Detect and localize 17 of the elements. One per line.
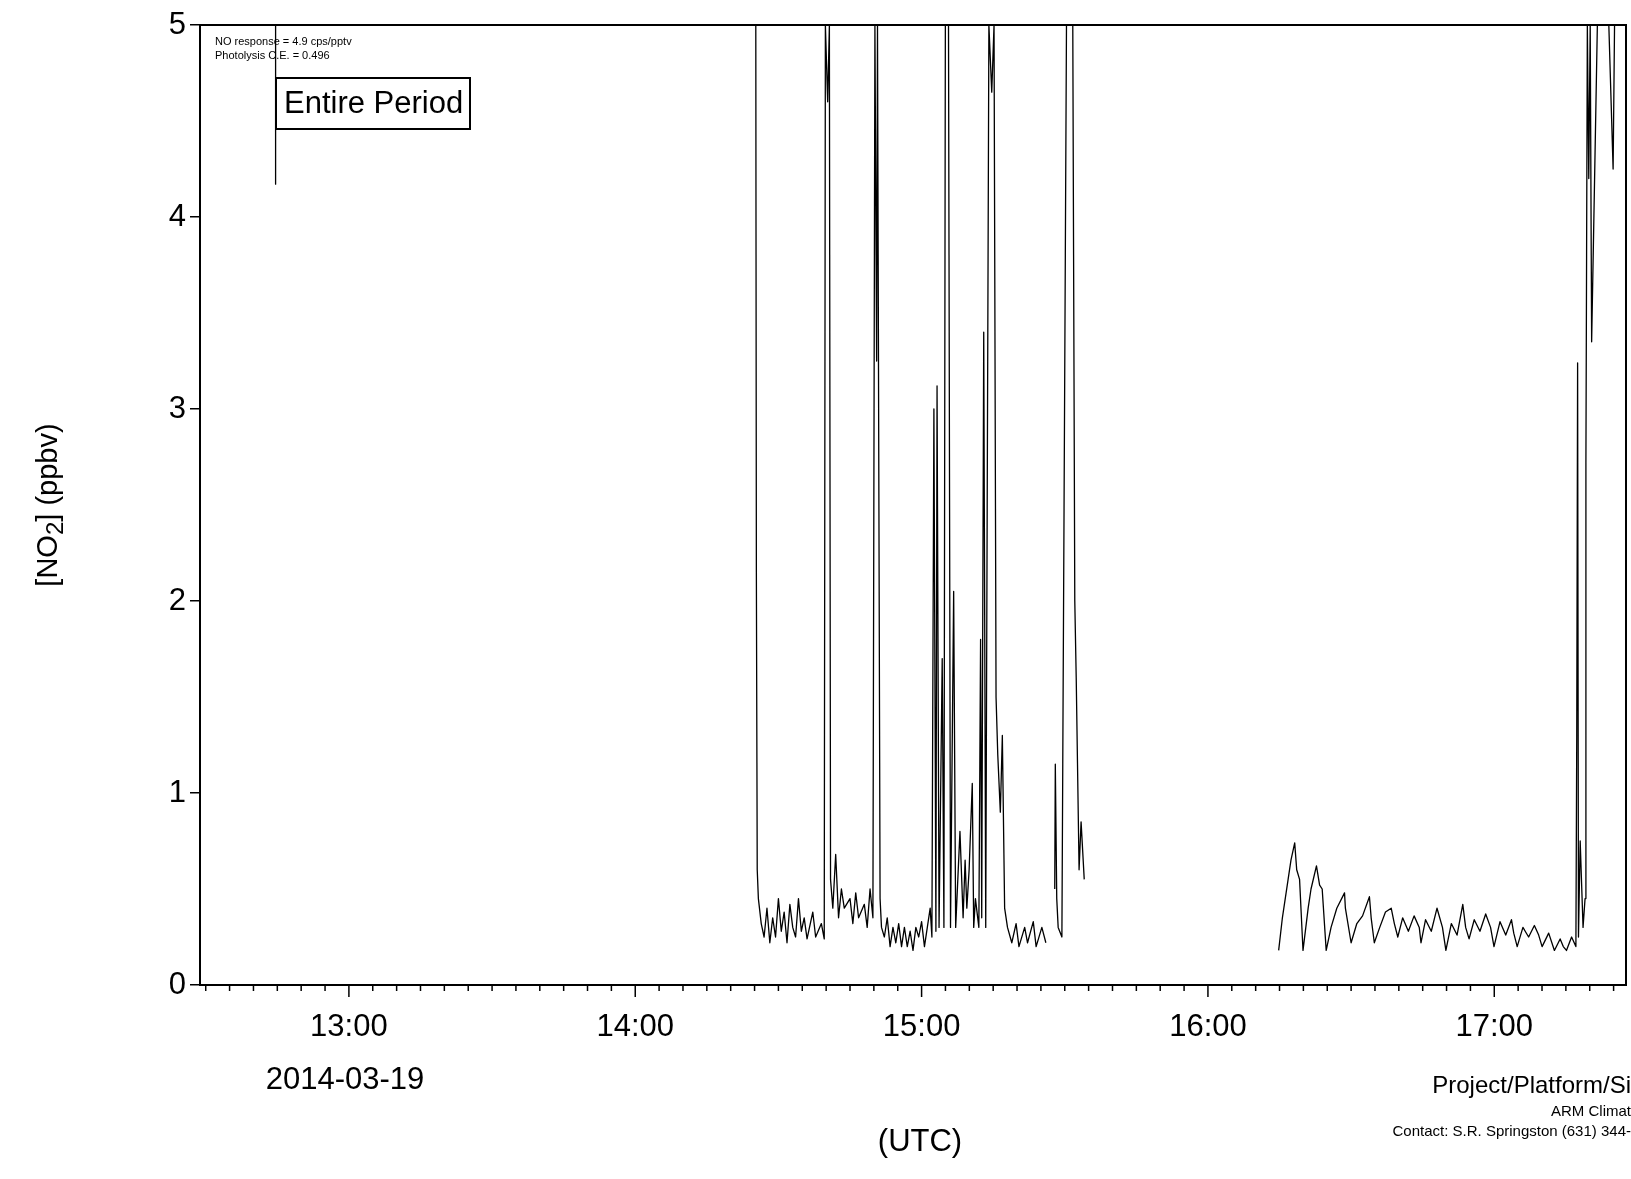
x-tick-label: 14:00 xyxy=(596,1008,675,1044)
y-tick-label: 4 xyxy=(168,197,186,233)
y-tick-label: 0 xyxy=(168,965,186,1001)
annotation: Entire Period xyxy=(275,77,472,130)
x-tick-label: 13:00 xyxy=(310,1008,388,1044)
text: 2014-03-19 xyxy=(265,1061,425,1096)
y-tick-label: 1 xyxy=(168,773,186,809)
y-tick-label: 2 xyxy=(168,581,186,617)
y-tick-label: 5 xyxy=(168,5,186,41)
x-tick-label: 17:00 xyxy=(1455,1008,1534,1044)
text: Project/Platform/Si xyxy=(1432,1071,1631,1098)
x-tick-label: 16:00 xyxy=(1169,1008,1247,1044)
x-tick-label: 15:00 xyxy=(882,1008,961,1044)
text: ARM Climat xyxy=(1550,1102,1631,1119)
text: Contact: S.R. Springston (631) 344- xyxy=(1392,1122,1631,1139)
x-axis-title: (UTC) xyxy=(877,1122,963,1158)
y-tick-label: 3 xyxy=(168,389,186,425)
